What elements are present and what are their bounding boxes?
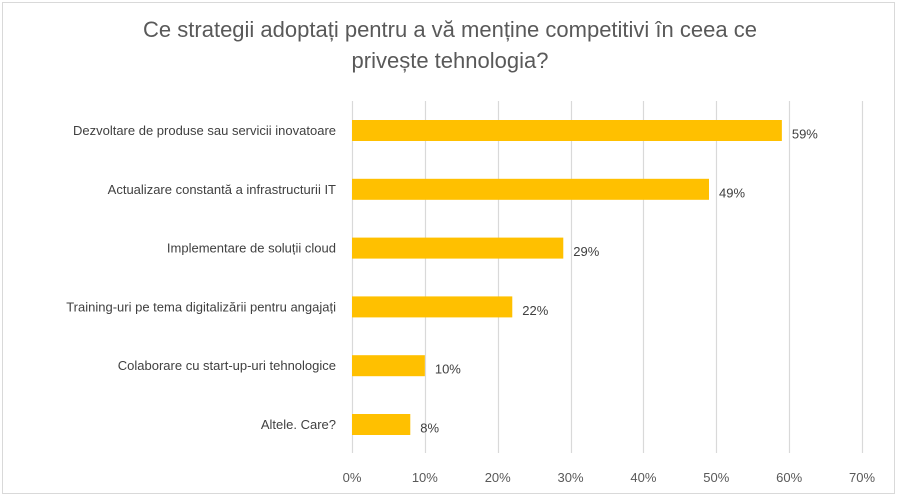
bar: [352, 237, 564, 259]
x-tick-label: 20%: [485, 470, 511, 485]
bars: [352, 120, 782, 435]
bar: [352, 414, 411, 435]
gridlines: [351, 101, 864, 453]
category-label: Training-uri pe tema digitalizării pentr…: [66, 299, 336, 314]
bar: [352, 296, 513, 318]
x-tick-label: 70%: [849, 470, 875, 485]
chart-title: Ce strategii adoptați pentru a vă mențin…: [0, 14, 900, 76]
x-tick-label: 50%: [703, 470, 729, 485]
chart-title-line-2: privește tehnologia?: [351, 48, 549, 73]
chart-title-line-1: Ce strategii adoptați pentru a vă mențin…: [143, 17, 757, 42]
value-label: 8%: [420, 421, 439, 436]
bar: [352, 355, 425, 377]
value-label: 49%: [719, 185, 745, 200]
category-label: Implementare de soluții cloud: [167, 241, 336, 256]
category-label: Colaborare cu start-up-uri tehnologice: [118, 358, 336, 373]
x-axis-tick-labels: 0% 10% 20% 30% 40% 50% 60% 70%: [343, 470, 876, 485]
x-tick-label: 40%: [630, 470, 656, 485]
bar: [352, 120, 782, 141]
bar: [352, 178, 709, 200]
x-tick-label: 30%: [558, 470, 584, 485]
x-tick-label: 0%: [343, 470, 362, 485]
value-labels: 59% 49% 29% 22% 10% 8%: [420, 127, 818, 436]
x-tick-label: 60%: [776, 470, 802, 485]
category-label: Actualizare constantă a infrastructurii …: [108, 182, 336, 197]
value-label: 29%: [573, 244, 599, 259]
category-label: Altele. Care?: [261, 417, 336, 432]
value-label: 10%: [435, 362, 461, 377]
value-label: 59%: [792, 127, 818, 142]
category-labels: Dezvoltare de produse sau servicii inova…: [66, 123, 336, 432]
value-label: 22%: [522, 303, 548, 318]
x-tick-label: 10%: [412, 470, 438, 485]
category-label: Dezvoltare de produse sau servicii inova…: [73, 123, 336, 138]
